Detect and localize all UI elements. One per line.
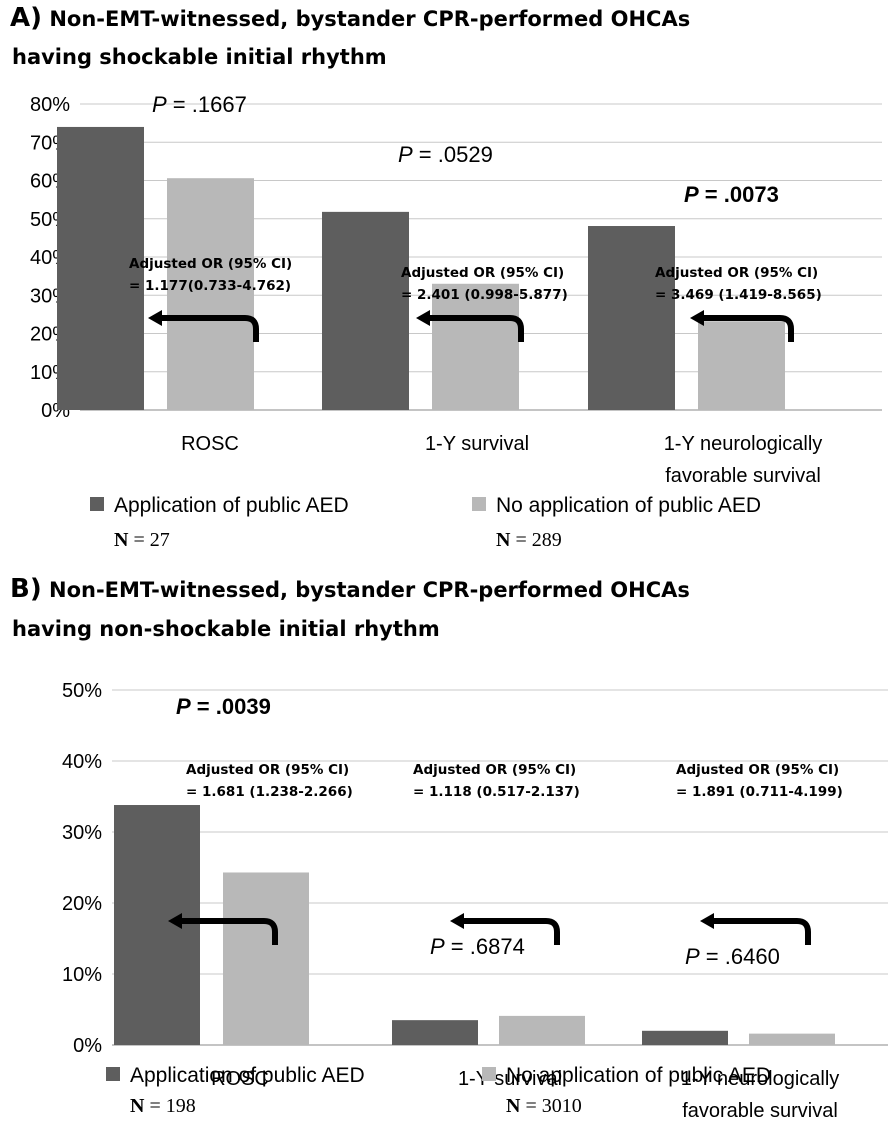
chart-b-y-tick-label: 50%: [62, 680, 102, 702]
chart-a-p-value: P = .0073: [684, 182, 779, 207]
panel-b: B) Non-EMT-witnessed, bystander CPR-perf…: [0, 568, 892, 1122]
chart-a-arrow-head: [690, 310, 704, 326]
chart-a-p-value: P = .1667: [152, 92, 247, 117]
legend-b-aed-n-prefix: N: [130, 1095, 145, 1117]
panel-b-subtitle: having non-shockable initial rhythm: [12, 614, 440, 644]
chart-a-bar-no-aed: [698, 321, 785, 410]
chart-b-p-value: P = .6460: [685, 944, 780, 969]
panel-a-letter: A): [10, 3, 43, 33]
chart-b-arrow: [710, 918, 811, 945]
legend-a-aed-swatch: [90, 497, 104, 511]
chart-a-or-value: = 2.401 (0.998-5.877): [401, 287, 568, 303]
chart-a-bar-aed: [322, 211, 409, 410]
legend-a-no-aed: No application of public AED: [472, 494, 761, 518]
chart-b-or-label: Adjusted OR (95% CI): [186, 762, 349, 778]
chart-b-p-value: P = .6874: [430, 934, 525, 959]
legend-b-no-aed-swatch: [482, 1067, 496, 1081]
chart-b-y-tick-label: 30%: [62, 822, 102, 844]
chart-b-category-label: 1-Y neurologically: [681, 1068, 840, 1090]
legend-a-no-aed-swatch: [472, 497, 486, 511]
chart-a-category-label: 1-Y survival: [425, 433, 529, 455]
chart-b: 0%10%20%30%40%50%ROSC 1-Y survival 1-Y neu…: [62, 680, 888, 1122]
panel-a-title-line1: Non-EMT-witnessed, bystander CPR-perform…: [49, 7, 691, 31]
chart-b-y-tick-label: 20%: [62, 893, 102, 915]
legend-a-aed: Application of public AED: [90, 494, 349, 518]
chart-b-y-tick-label: 0%: [73, 1035, 102, 1057]
legend-a-aed-n-value: = 27: [128, 529, 170, 551]
legend-b-no-aed-n-prefix: N: [506, 1095, 521, 1117]
chart-a-y-tick-label: 80%: [30, 94, 70, 116]
legend-a-aed-n-prefix: N: [114, 529, 129, 551]
chart-a-arrow: [158, 315, 259, 342]
chart-a-or-label: Adjusted OR (95% CI): [401, 265, 564, 281]
chart-b-bar-no-aed: [749, 1033, 835, 1045]
chart-b-arrow-head: [700, 913, 714, 929]
chart-b-or-value: = 1.681 (1.238-2.266): [186, 784, 353, 800]
chart-b-category-label: ROSC: [211, 1068, 269, 1090]
chart-a-p-value: P = .0529: [398, 142, 493, 167]
panel-b-letter: B): [10, 574, 42, 604]
legend-a-no-aed-n-value: = 289: [510, 529, 562, 551]
chart-b-bar-aed: [114, 805, 200, 1045]
legend-a-aed-n: N = 27: [114, 529, 170, 552]
legend-a: Application of public AED N = 27 No appl…: [0, 490, 892, 560]
chart-b-bar-no-aed: [499, 1015, 585, 1045]
chart-b-arrow: [460, 918, 560, 945]
chart-a-arrow: [700, 315, 794, 342]
panel-a-subtitle: having shockable initial rhythm: [12, 42, 387, 72]
chart-b-arrow-head: [168, 913, 182, 929]
panel-b-title-line2: having non-shockable initial rhythm: [12, 617, 440, 641]
chart-a-arrow-head: [416, 310, 430, 326]
panel-a-title: A) Non-EMT-witnessed, bystander CPR-perf…: [10, 3, 690, 34]
chart-b-or-label: Adjusted OR (95% CI): [413, 762, 576, 778]
legend-b-aed-label: Application of public AED: [130, 1064, 365, 1087]
chart-b-or-label: Adjusted OR (95% CI): [676, 762, 839, 778]
chart-a-category-label: ROSC: [181, 433, 239, 455]
legend-b-aed-n: N = 198: [130, 1095, 196, 1118]
chart-a-arrow: [426, 315, 524, 342]
legend-b-no-aed-n: N = 3010: [506, 1095, 582, 1118]
chart-a-bar-no-aed: [432, 283, 519, 410]
legend-a-no-aed-label: No application of public AED: [496, 494, 761, 517]
chart-b-bar-aed: [392, 1020, 478, 1045]
chart-b-p-value: P = .0039: [176, 694, 271, 719]
legend-a-aed-label: Application of public AED: [114, 494, 349, 517]
chart-a-or-label: Adjusted OR (95% CI): [129, 256, 292, 272]
panel-b-title-line1: Non-EMT-witnessed, bystander CPR-perform…: [49, 578, 690, 602]
legend-a-no-aed-n-prefix: N: [496, 529, 511, 551]
chart-a-bar-aed: [588, 226, 675, 410]
chart-a-or-value: = 1.177(0.733-4.762): [129, 278, 291, 294]
legend-b-no-aed: No application of public AED: [482, 1064, 771, 1088]
legend-a-no-aed-n: N = 289: [496, 529, 562, 552]
chart-a-or-value: = 3.469 (1.419-8.565): [655, 287, 822, 303]
chart-a-or-label: Adjusted OR (95% CI): [655, 265, 818, 281]
panel-a-title-line2: having shockable initial rhythm: [12, 45, 387, 69]
chart-b-or-value: = 1.118 (0.517-2.137): [413, 784, 580, 800]
chart-b-or-value: = 1.891 (0.711-4.199): [676, 784, 843, 800]
chart-b-y-tick-label: 10%: [62, 964, 102, 986]
chart-b-category-label: favorable survival: [682, 1100, 838, 1122]
chart-b-bar-aed: [642, 1030, 728, 1045]
legend-b-no-aed-label: No application of public AED: [506, 1064, 771, 1087]
chart-a: 0%10%20%30%40%50%60%70%80%ROSC 1-Y surviv…: [30, 92, 882, 487]
legend-b: Application of public AED N = 198 No app…: [0, 1062, 892, 1122]
chart-a-arrow-head: [148, 310, 162, 326]
chart-a-bar-no-aed: [167, 178, 254, 410]
legend-b-aed: Application of public AED: [106, 1064, 365, 1088]
chart-b-arrow: [178, 918, 278, 945]
panel-a: A) Non-EMT-witnessed, bystander CPR-perf…: [0, 0, 892, 560]
panel-b-title: B) Non-EMT-witnessed, bystander CPR-perf…: [10, 574, 690, 605]
legend-b-aed-swatch: [106, 1067, 120, 1081]
chart-a-category-label: 1-Y neurologically: [664, 433, 823, 455]
chart-a-bar-aed: [57, 126, 144, 410]
chart-a-category-label: favorable survival: [665, 465, 821, 487]
chart-b-arrow-head: [450, 913, 464, 929]
legend-b-no-aed-n-value: = 3010: [520, 1095, 582, 1117]
chart-b-y-tick-label: 40%: [62, 751, 102, 773]
legend-b-aed-n-value: = 198: [144, 1095, 196, 1117]
chart-b-bar-no-aed: [223, 872, 309, 1045]
